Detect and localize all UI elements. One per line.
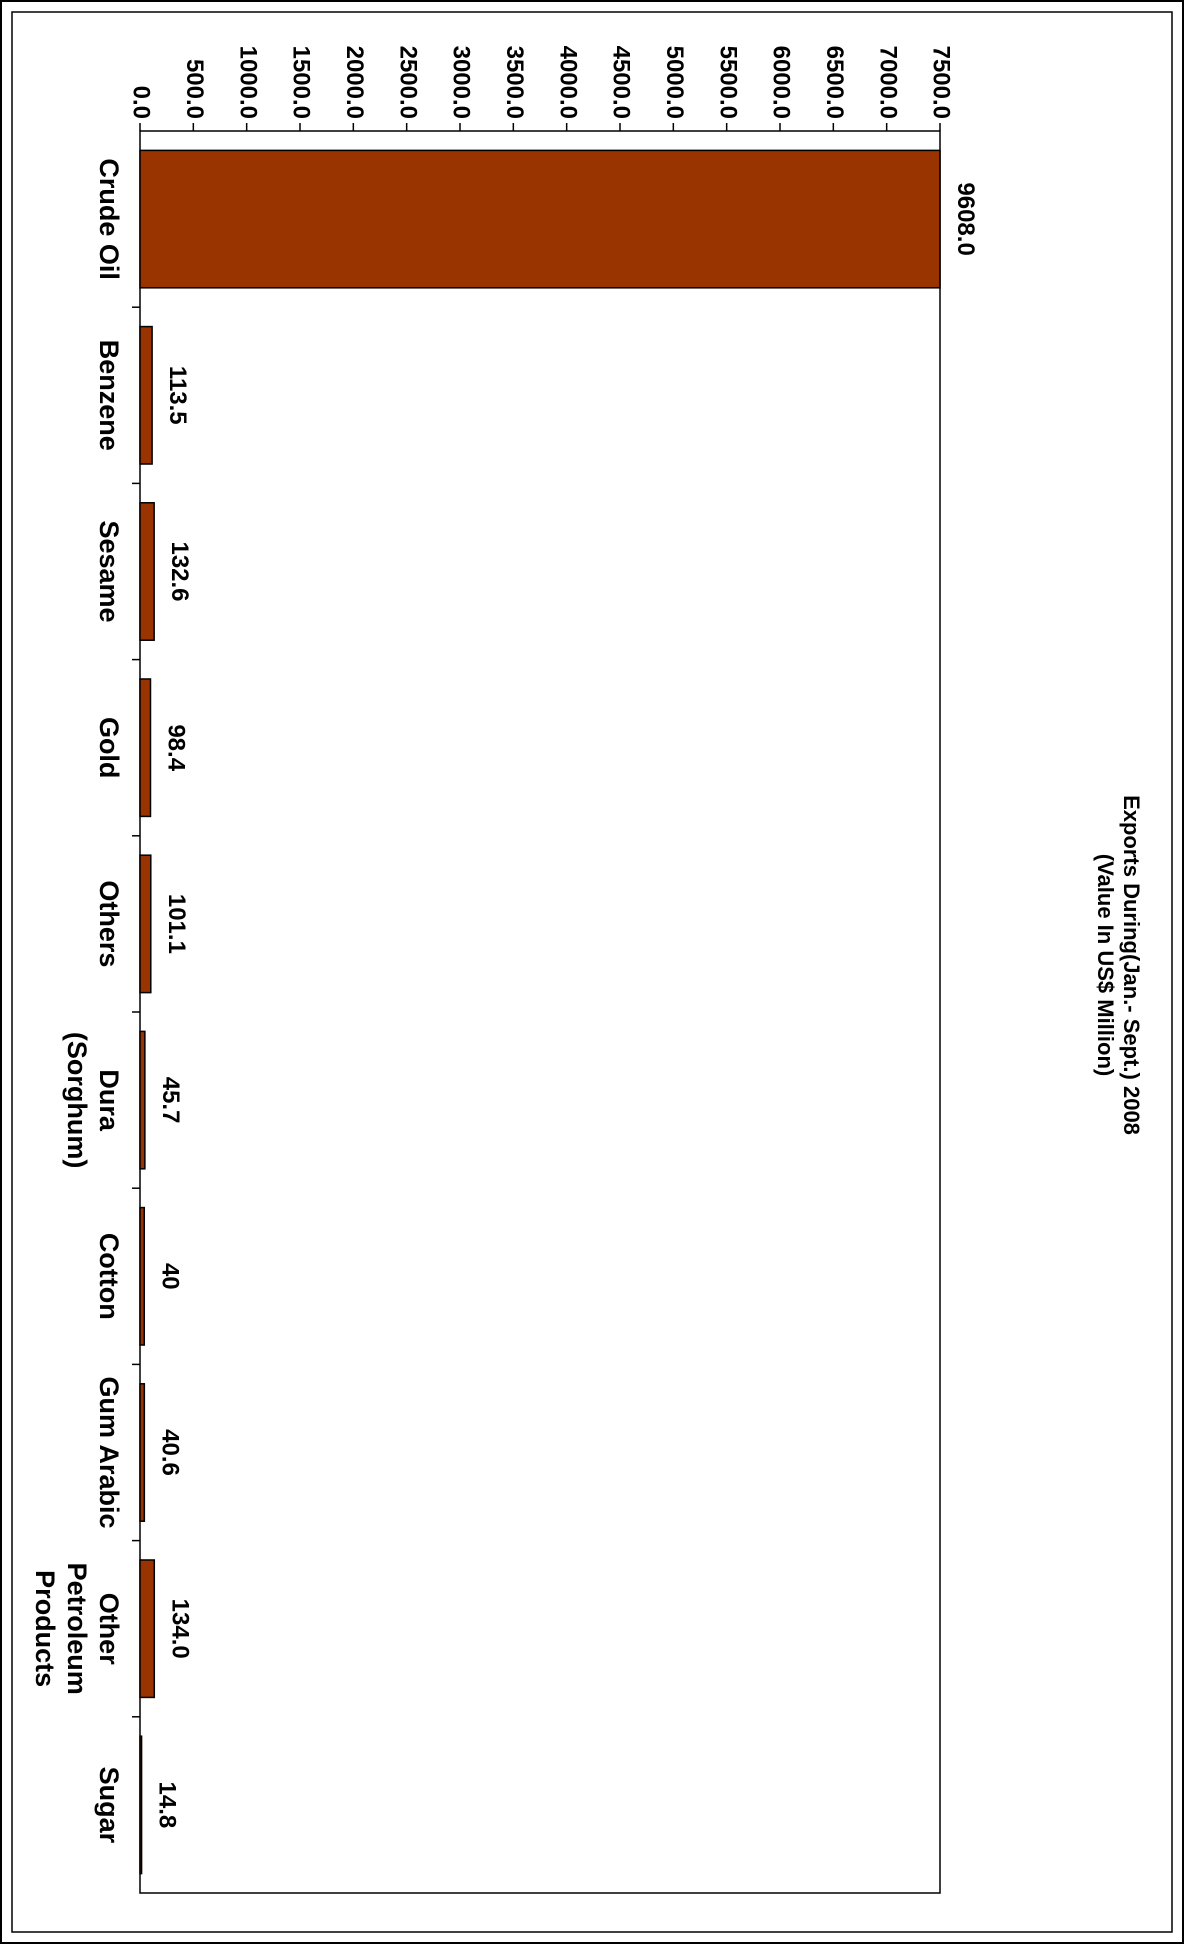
bar [139, 678, 152, 818]
bar-value-label: 132.6 [166, 541, 193, 601]
bars [139, 149, 941, 1875]
y-tick-label: 3500.0 [501, 46, 528, 119]
category-label: Other [94, 1593, 124, 1666]
bar-value-label: 40 [156, 1263, 183, 1290]
category-label: Sesame [94, 520, 124, 622]
category-label: Products [30, 1570, 60, 1687]
chart-title: Exports During(Jan.- Sept.) 2008(Value I… [1093, 795, 1144, 1135]
category-label: Sugar [94, 1767, 124, 1844]
chart-title-line: Exports During(Jan.- Sept.) 2008 [1119, 795, 1144, 1135]
y-tick-label: 6500.0 [821, 46, 848, 119]
category-label: Benzene [94, 340, 124, 451]
page-frame [11, 11, 1173, 1933]
bar-value-label: 134.0 [166, 1599, 193, 1659]
category-label: Petroleum [62, 1563, 92, 1695]
bar [139, 1030, 146, 1170]
bar-value-label: 101.1 [163, 894, 190, 954]
category-label: Crude Oil [94, 158, 124, 280]
bar [139, 1383, 146, 1522]
y-tick-label: 1500.0 [288, 46, 315, 119]
y-tick-label: 1000.0 [234, 46, 261, 119]
bar-value-label: 98.4 [162, 724, 189, 771]
category-label: (Sorghum) [62, 1032, 92, 1168]
y-tick-label: 2500.0 [394, 46, 421, 119]
y-tick-label: 0.0 [128, 86, 155, 119]
bar-value-label: 9608.0 [952, 182, 979, 255]
y-tick-label: 6000.0 [768, 46, 795, 119]
y-axis-ticks: 0.0 500.0 1000.0 1500.0 2000.0 2500.0 3000.0 35… [128, 46, 955, 131]
bar [139, 1559, 156, 1699]
x-axis-categories: Crude Oil Benzene Sesame Gold Others Dura(Sor… [30, 158, 140, 1844]
bar-value-label: 113.5 [164, 366, 191, 425]
category-label: Gold [94, 717, 124, 779]
bar-value-label: 40.6 [156, 1429, 183, 1476]
bar [139, 1206, 146, 1346]
y-tick-label: 5000.0 [661, 46, 688, 119]
y-tick-label: 7000.0 [874, 46, 901, 119]
chart-title-line: (Value In US$ Million) [1093, 854, 1118, 1076]
bar [139, 1735, 143, 1875]
bar [139, 149, 941, 289]
y-tick-label: 4500.0 [608, 46, 635, 119]
rotated-chart-group: Exports During(Jan.- Sept.) 2008(Value I… [11, 11, 1173, 1933]
bar-value-label: 45.7 [157, 1077, 184, 1124]
y-tick-label: 3000.0 [448, 46, 475, 119]
category-label: Dura [94, 1069, 124, 1131]
category-label: Cotton [94, 1233, 124, 1320]
data-labels: 9608.0 113.5 132.6 98.4 101.1 45.7 40 40.6 134.0… [154, 182, 979, 1828]
bar [139, 854, 152, 994]
y-tick-label: 7500.0 [928, 46, 955, 119]
bar-value-label: 14.8 [154, 1782, 181, 1829]
bar [139, 325, 153, 465]
category-label: Gum Arabic [94, 1376, 124, 1528]
y-tick-label: 4000.0 [554, 46, 581, 119]
y-tick-label: 2000.0 [341, 46, 368, 119]
bar [139, 502, 155, 641]
y-tick-label: 500.0 [181, 59, 208, 119]
category-label: Others [94, 880, 124, 967]
y-tick-label: 5500.0 [714, 46, 741, 119]
